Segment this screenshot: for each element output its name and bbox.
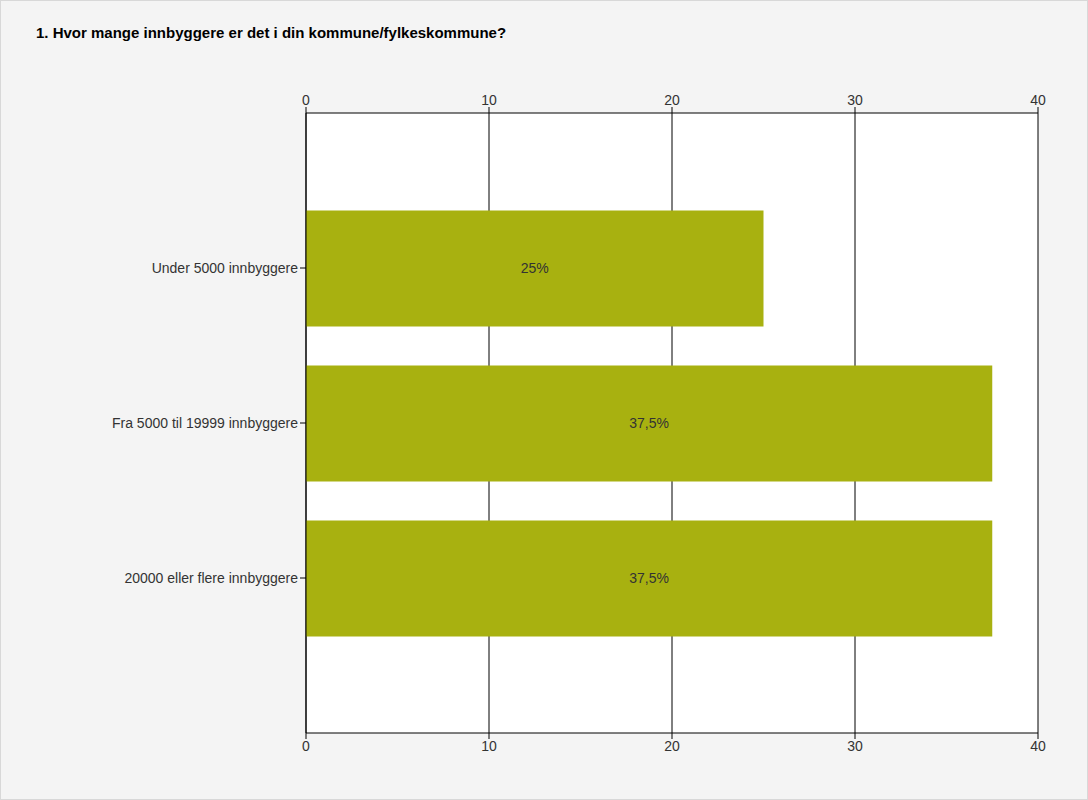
svg-text:30: 30	[847, 92, 863, 108]
svg-text:Under 5000 innbyggere: Under 5000 innbyggere	[152, 260, 299, 276]
svg-text:20: 20	[664, 92, 680, 108]
svg-text:37,5%: 37,5%	[629, 415, 669, 431]
svg-text:0: 0	[302, 92, 310, 108]
svg-text:25%: 25%	[521, 260, 549, 276]
svg-text:20: 20	[664, 738, 680, 754]
svg-text:10: 10	[481, 738, 497, 754]
svg-text:Fra 5000 til 19999 innbyggere: Fra 5000 til 19999 innbyggere	[112, 415, 298, 431]
svg-text:10: 10	[481, 92, 497, 108]
svg-text:0: 0	[302, 738, 310, 754]
svg-text:37,5%: 37,5%	[629, 570, 669, 586]
svg-text:20000 eller flere innbyggere: 20000 eller flere innbyggere	[124, 570, 298, 586]
html-text:1. Hvor mange innbyggere er de: 1. Hvor mange innbyggere er det i din ko…	[36, 24, 507, 41]
svg-text:30: 30	[847, 738, 863, 754]
svg-text:40: 40	[1030, 92, 1046, 108]
svg-text:40: 40	[1030, 738, 1046, 754]
